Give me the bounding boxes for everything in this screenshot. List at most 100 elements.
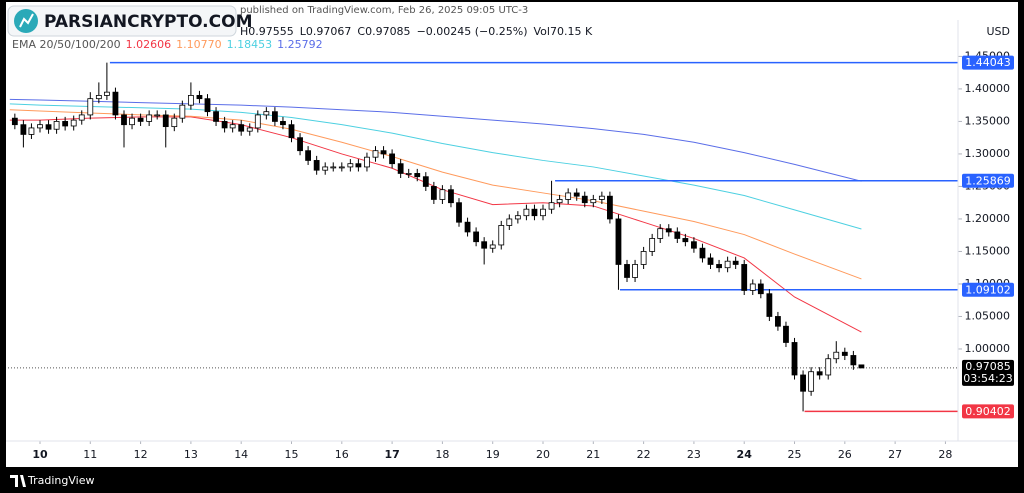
candle-body xyxy=(850,355,857,366)
candle-body xyxy=(254,114,261,129)
y-tick-label: 1.35000 xyxy=(965,114,1011,127)
footer-logo xyxy=(10,475,26,487)
candle-body xyxy=(179,104,186,119)
x-tick-label: 13 xyxy=(184,448,198,461)
x-tick-label: 26 xyxy=(838,448,852,461)
x-tick-label: 18 xyxy=(435,448,449,461)
candle-body xyxy=(464,221,471,233)
legend-value: H0.97555 xyxy=(240,25,294,38)
candle-body xyxy=(20,124,27,135)
y-tick-label: 1.15000 xyxy=(965,244,1011,257)
x-tick-label: 16 xyxy=(335,448,349,461)
candle-body xyxy=(732,260,739,265)
overlay: 1.44043 1.25869 1.09102 0.90402 0.9708503:54… xyxy=(12,25,1014,419)
candle-body xyxy=(397,163,404,174)
level-label-box xyxy=(962,282,1014,297)
candle-body xyxy=(514,215,521,220)
candle-body xyxy=(280,121,286,126)
x-tick-label: 21 xyxy=(586,448,600,461)
candle-body xyxy=(624,264,630,278)
candle-body xyxy=(70,119,77,127)
legend-value: Vol70.15 K xyxy=(534,25,593,38)
candle-body xyxy=(87,98,94,116)
candle-body xyxy=(565,192,572,200)
candle-body xyxy=(825,358,832,376)
x-tick-label: 22 xyxy=(637,448,651,461)
x-tick-label: 20 xyxy=(536,448,550,461)
candle-body xyxy=(808,371,815,392)
x-tick-label: 14 xyxy=(234,448,248,461)
legend-value: −0.00245 (−0.25%) xyxy=(417,25,528,38)
level-label: 1.25869 xyxy=(965,174,1011,187)
candle-body xyxy=(548,202,555,210)
candle-body xyxy=(573,192,580,197)
candle-body xyxy=(523,208,530,217)
candle-body xyxy=(766,293,773,317)
candle-body xyxy=(146,114,153,122)
candle-body xyxy=(305,150,312,161)
candle-body xyxy=(783,325,789,343)
candle-body xyxy=(649,238,656,252)
candle-body xyxy=(372,150,379,158)
candle-body xyxy=(238,124,245,132)
candle-body xyxy=(196,95,203,100)
candle-body xyxy=(95,95,102,100)
candle-body xyxy=(598,195,605,200)
x-tick-label: 19 xyxy=(486,448,500,461)
candle-body xyxy=(28,127,35,135)
candle-body xyxy=(45,124,52,130)
candle-body xyxy=(129,117,135,126)
candle-body xyxy=(389,153,396,165)
candle-body xyxy=(841,351,848,356)
candle-body xyxy=(297,137,303,152)
level-label: 0.90402 xyxy=(965,405,1011,418)
indicator-value: 1.10770 xyxy=(176,38,222,51)
published: published on TradingView.com, Feb 26, 20… xyxy=(240,5,528,16)
candle-body xyxy=(473,231,480,243)
candle-body xyxy=(724,260,731,269)
watermark: PARSIANCRYPTO.COM xyxy=(44,12,252,32)
candle-body xyxy=(691,241,697,249)
candle-body xyxy=(204,98,211,113)
candle-body xyxy=(112,91,119,116)
candle-body xyxy=(833,351,840,360)
candle-body xyxy=(498,225,505,246)
candle-body xyxy=(171,117,178,128)
ema-line xyxy=(9,103,862,230)
last-price-box xyxy=(962,359,1014,386)
candle-body xyxy=(707,257,714,265)
legend-value: C0.97085 xyxy=(357,25,410,38)
candle-body xyxy=(481,241,488,249)
candle-body xyxy=(640,251,647,265)
candle-body xyxy=(439,189,446,200)
y-tick-label: 1.30000 xyxy=(965,147,1011,160)
x-tick-label: 24 xyxy=(737,448,753,461)
candle-body xyxy=(229,124,236,129)
candle-body xyxy=(221,121,228,129)
candle-body xyxy=(330,166,337,169)
candle-body xyxy=(364,156,370,168)
candle-body xyxy=(78,114,85,121)
candle-body xyxy=(489,244,496,249)
candle-body xyxy=(121,114,127,126)
candle-body xyxy=(414,173,421,178)
panel xyxy=(6,2,1018,467)
candle-body xyxy=(263,111,270,116)
level-label-box xyxy=(962,404,1014,419)
candle-body xyxy=(506,218,513,226)
watermark-box xyxy=(7,5,237,37)
candle-body xyxy=(313,160,320,171)
candle-body xyxy=(607,195,613,220)
candle-body xyxy=(632,264,638,278)
x-tick-label: 25 xyxy=(788,448,802,461)
indicator-value: 1.18453 xyxy=(227,38,273,51)
candle-body xyxy=(380,150,387,155)
candle-body xyxy=(37,124,43,129)
candle-body xyxy=(800,374,806,392)
footer xyxy=(0,467,1024,493)
level-label: 1.09102 xyxy=(965,283,1011,296)
ema-line xyxy=(9,98,862,182)
candle-body xyxy=(103,91,110,96)
candle-body xyxy=(699,247,706,259)
